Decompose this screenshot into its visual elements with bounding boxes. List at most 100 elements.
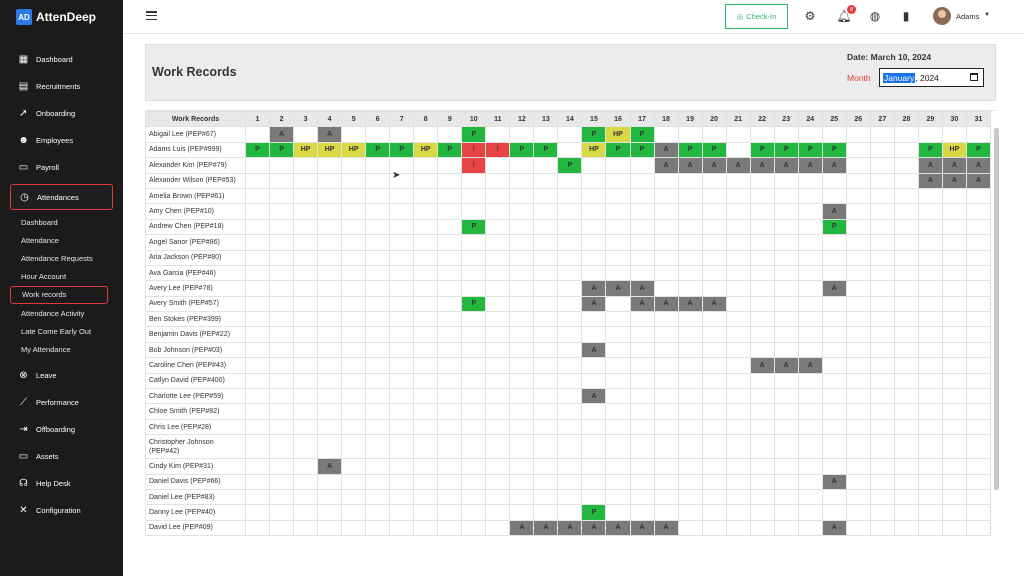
attendance-mark[interactable]: A (725, 157, 751, 174)
attendance-mark[interactable]: P (389, 141, 415, 159)
user-menu-chevron-down-icon[interactable]: ▼ (984, 12, 990, 18)
attendance-mark[interactable]: A (941, 172, 967, 189)
calendar-icon[interactable] (970, 73, 978, 81)
avatar[interactable] (933, 7, 951, 25)
employee-name[interactable]: Andrew Chen (PEP#18) (145, 218, 246, 236)
sidebar-item-payroll[interactable]: ▭ Payroll (0, 154, 123, 181)
sidebar-item-assets[interactable]: ▭ Assets (0, 443, 123, 470)
attendance-mark[interactable]: HP (317, 141, 343, 159)
attendance-mark[interactable]: A (653, 519, 679, 537)
subnav-item-attendance-activity[interactable]: Attendance Activity (21, 308, 85, 318)
attendance-mark[interactable]: P (677, 141, 703, 159)
attendance-mark[interactable]: A (917, 172, 943, 189)
attendance-mark[interactable]: A (773, 357, 799, 374)
employee-name[interactable]: Amelia Brown (PEP#61) (145, 187, 246, 205)
attendance-mark[interactable]: A (317, 458, 343, 475)
sidebar-item-onboarding[interactable]: ➚ Onboarding (0, 100, 123, 127)
attendance-mark[interactable]: A (605, 519, 631, 537)
attendance-mark[interactable]: P (269, 141, 295, 159)
attendance-mark[interactable]: A (581, 519, 607, 537)
sidebar-item-offboarding[interactable]: ⇥ Offboarding (0, 416, 123, 443)
attendance-mark[interactable]: P (629, 141, 655, 159)
work-records-table-container[interactable]: Work Records 1 2 3 4 5 6 7 8 9 10 11 12 13 14 15 16 17 18 1… (145, 110, 996, 541)
bell-icon[interactable]: 🔔︎ 8 (836, 5, 856, 24)
attendance-mark[interactable]: P (461, 218, 487, 236)
employee-name[interactable]: Daniel Lee (PEP#83) (145, 488, 246, 506)
attendance-mark[interactable]: A (653, 295, 679, 313)
attendance-mark[interactable]: A (629, 519, 655, 537)
user-name[interactable]: Adams (956, 12, 980, 21)
attendance-mark[interactable]: P (437, 141, 463, 159)
sidebar-item-recruitments[interactable]: ▤ Recruitments (0, 73, 123, 100)
employee-name[interactable]: Danny Lee (PEP#40) (145, 504, 246, 521)
menu-toggle-icon[interactable] (146, 11, 157, 20)
employee-name[interactable]: Catlyn David (PEP#400) (145, 372, 246, 390)
subnav-item-work-records[interactable]: Work records (10, 285, 108, 304)
attendance-mark[interactable]: HP (941, 141, 967, 159)
attendance-mark[interactable]: P (509, 141, 535, 159)
attendance-mark[interactable]: A (605, 280, 631, 297)
attendance-mark[interactable]: A (557, 519, 583, 537)
employee-name[interactable]: Benjamin Davis (PEP#22) (145, 326, 246, 343)
attendance-mark[interactable]: P (581, 126, 607, 143)
vertical-scrollbar[interactable] (994, 128, 999, 490)
attendance-mark[interactable]: P (605, 141, 631, 159)
attendance-mark[interactable]: P (244, 141, 271, 159)
sidebar-item-performance[interactable]: ⟋ Performance (0, 389, 123, 416)
employee-name[interactable]: Abigail Lee (PEP#67) (145, 126, 246, 143)
employee-name[interactable]: Ben Stokes (PEP#399) (145, 311, 246, 328)
attendance-mark[interactable]: P (773, 141, 799, 159)
employee-name[interactable]: Chloe Smith (PEP#82) (145, 403, 246, 420)
attendance-mark[interactable]: A (701, 157, 727, 174)
attendance-mark[interactable]: P (965, 141, 992, 159)
attendance-mark[interactable]: A (773, 157, 799, 174)
attendance-mark[interactable]: A (821, 157, 847, 174)
attendance-mark[interactable]: A (653, 157, 679, 174)
employee-name[interactable]: Christopher Johnson (PEP#42) (145, 434, 246, 460)
employee-name[interactable]: Angel Sanor (PEP#86) (145, 234, 246, 251)
sidebar-item-helpdesk[interactable]: ☊ Help Desk (0, 470, 123, 497)
attendance-mark[interactable]: A (533, 519, 559, 537)
attendance-mark[interactable]: A (677, 295, 703, 313)
employee-name[interactable]: David Lee (PEP#09) (145, 519, 246, 537)
employee-name[interactable]: Aria Jackson (PEP#80) (145, 249, 246, 266)
attendance-mark[interactable]: A (581, 295, 607, 313)
attendance-mark[interactable]: P (797, 141, 823, 159)
attendance-mark[interactable]: HP (413, 141, 439, 159)
subnav-item-my-attendance[interactable]: My Attendance (21, 344, 71, 354)
attendance-mark[interactable]: A (821, 203, 847, 220)
attendance-mark[interactable]: HP (581, 141, 607, 159)
attendance-mark[interactable]: A (701, 295, 727, 313)
employee-name[interactable]: Avery Smith (PEP#57) (145, 295, 246, 313)
employee-name[interactable]: Avery Lee (PEP#78) (145, 280, 246, 297)
attendance-mark[interactable]: ! (461, 157, 487, 174)
attendance-mark[interactable]: A (821, 519, 847, 537)
employee-name[interactable]: Charlotte Lee (PEP#59) (145, 388, 246, 405)
attendance-mark[interactable]: A (677, 157, 703, 174)
subnav-item-attendance-requests[interactable]: Attendance Requests (21, 253, 93, 263)
employee-name[interactable]: Caroline Chen (PEP#43) (145, 357, 246, 374)
attendance-mark[interactable]: A (749, 357, 775, 374)
globe-icon[interactable]: ◍ (869, 9, 881, 23)
employee-name[interactable]: Alexander Kim (PEP#79) (145, 157, 246, 174)
attendance-mark[interactable]: P (557, 157, 583, 174)
sidebar-item-dashboard[interactable]: ▦ Dashboard (0, 46, 123, 73)
sidebar-item-configuration[interactable]: ✕ Configuration (0, 497, 123, 524)
attendance-mark[interactable]: ! (461, 141, 487, 159)
attendance-mark[interactable]: A (797, 157, 823, 174)
attendance-mark[interactable]: HP (605, 126, 631, 143)
attendance-mark[interactable]: P (581, 504, 607, 521)
sidebar-item-leave[interactable]: ⊗ Leave (0, 362, 123, 389)
gear-icon[interactable]: ⚙ (804, 9, 816, 23)
attendance-mark[interactable]: A (509, 519, 535, 537)
attendance-mark[interactable]: A (941, 157, 967, 174)
attendance-mark[interactable]: P (533, 141, 559, 159)
employee-name[interactable]: Ava Garcia (PEP#46) (145, 264, 246, 282)
sidebar-item-attendances[interactable]: ◷ Attendances (10, 184, 113, 210)
employee-name[interactable]: Adams Luis (PEP#999) (145, 141, 246, 159)
attendance-mark[interactable]: HP (293, 141, 319, 159)
attendance-mark[interactable]: A (797, 357, 823, 374)
employee-name[interactable]: Bob Johnson (PEP#03) (145, 341, 246, 359)
employee-name[interactable]: Cindy Kim (PEP#31) (145, 458, 246, 475)
attendance-mark[interactable]: A (653, 141, 679, 159)
